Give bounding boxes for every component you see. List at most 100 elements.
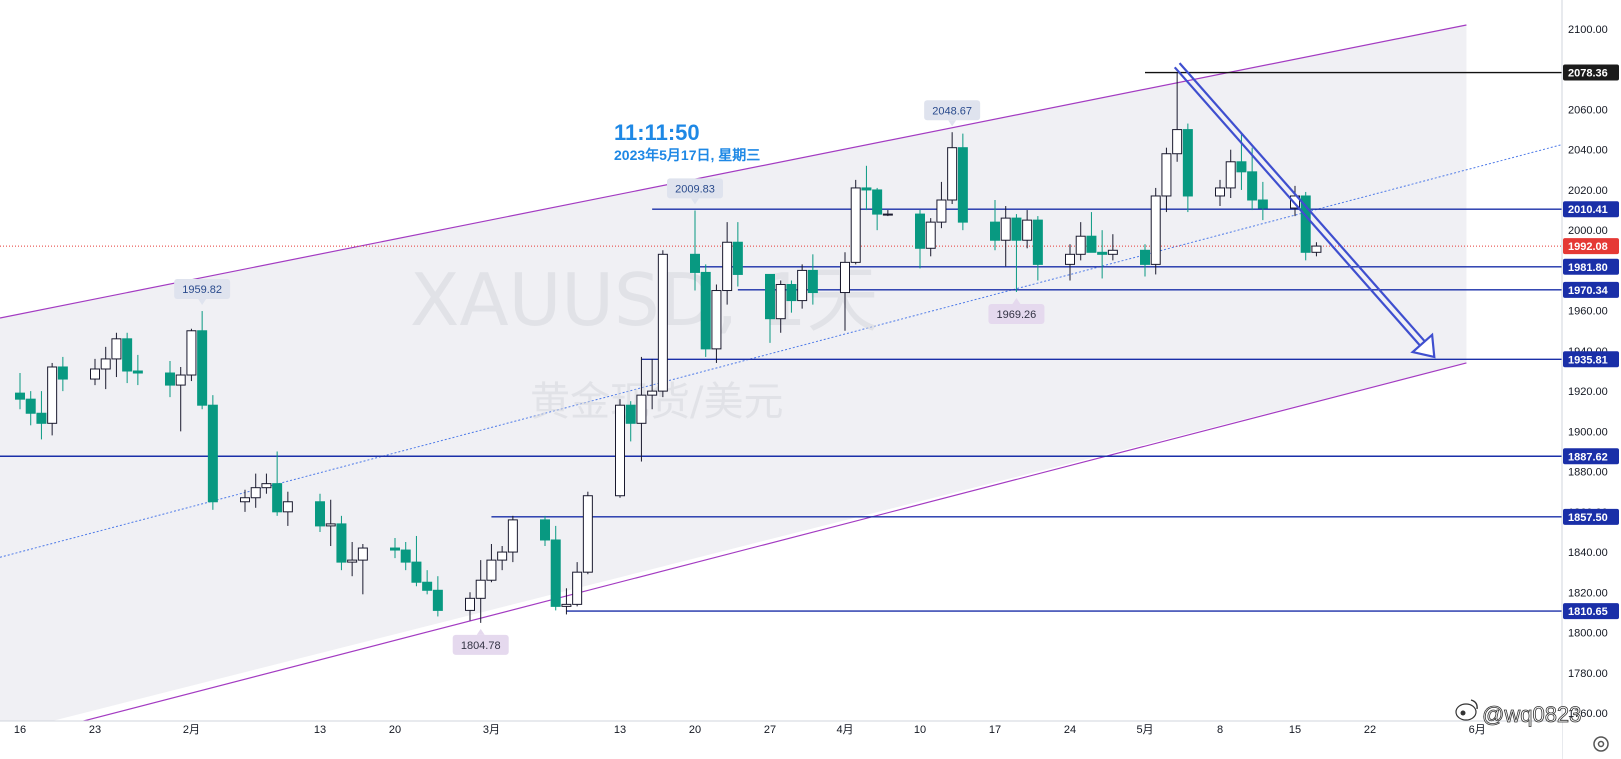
candle[interactable] [497,546,508,571]
candle[interactable] [1311,242,1322,257]
candle[interactable] [1215,179,1225,207]
candle[interactable] [925,218,936,257]
candle[interactable] [797,264,808,309]
candles-layer[interactable] [0,72,1322,623]
candle[interactable] [165,360,175,398]
candle-body [240,497,250,503]
candle[interactable] [561,588,572,615]
candle[interactable] [1290,185,1300,217]
candle[interactable] [15,373,25,410]
candle[interactable] [690,210,700,291]
candle[interactable] [647,358,658,410]
candle[interactable] [465,592,475,621]
candle[interactable] [700,264,711,357]
candle-body [207,404,218,503]
candle[interactable] [111,332,122,378]
candle[interactable] [636,356,647,462]
candle[interactable] [625,401,636,442]
candle[interactable] [947,132,958,205]
candle[interactable] [315,493,325,532]
candle[interactable] [786,280,797,313]
candle[interactable] [1086,212,1097,253]
candle[interactable] [1011,214,1022,292]
candle[interactable] [1161,147,1172,213]
candle[interactable] [872,187,883,231]
candle[interactable] [1150,187,1161,275]
time-tick-label: 17 [989,724,1001,736]
candle[interactable] [882,210,893,217]
candle[interactable] [390,537,400,559]
candle[interactable] [186,328,197,382]
candle[interactable] [507,515,518,563]
candle[interactable] [207,395,218,510]
candle[interactable] [1097,230,1108,279]
candle[interactable] [1000,206,1011,267]
candle[interactable] [1172,72,1183,162]
candle[interactable] [357,544,368,595]
candle[interactable] [990,200,1000,251]
candle[interactable] [1300,191,1311,261]
candle[interactable] [100,346,111,390]
candle[interactable] [582,491,593,575]
candle[interactable] [722,222,733,305]
candle[interactable] [807,254,818,305]
candle[interactable] [261,473,272,494]
price-annotation: 1969.26 [988,298,1045,325]
candle[interactable] [347,542,358,577]
candle[interactable] [1107,234,1118,261]
candle[interactable] [411,535,422,587]
candle[interactable] [732,222,743,287]
candle[interactable] [432,576,443,617]
candle[interactable] [175,366,186,432]
candle[interactable] [1022,210,1033,249]
candle[interactable] [197,311,208,410]
candle[interactable] [250,473,261,508]
candle[interactable] [550,525,561,611]
price-axis[interactable]: 1760.001780.001800.001820.001840.001860.… [1561,0,1621,759]
candle[interactable] [422,570,433,595]
candle[interactable] [657,250,668,398]
candle[interactable] [572,562,583,607]
candle[interactable] [957,133,968,231]
annotation-pointer [691,198,699,205]
candle[interactable] [615,399,625,498]
candle[interactable] [915,210,925,269]
candle[interactable] [850,179,861,265]
candle[interactable] [1065,244,1075,281]
candle[interactable] [282,491,293,526]
channel-upper-line [0,24,1467,319]
candle[interactable] [1075,222,1086,261]
time-axis[interactable]: 16 23 2月 13 20 3月 13 20 27 4月 10 17 24 5月 8 15 22 6月 [0,720,1562,759]
candle[interactable] [47,362,58,436]
candle[interactable] [57,356,68,392]
candle[interactable] [861,165,872,211]
candle[interactable] [1182,123,1193,213]
candle[interactable] [775,280,786,333]
candle[interactable] [400,542,411,571]
candle[interactable] [240,489,250,512]
candle[interactable] [1140,244,1150,277]
candle[interactable] [540,515,550,547]
candle[interactable] [336,515,347,571]
candle-body [925,221,936,249]
candle[interactable] [272,451,283,516]
candle[interactable] [765,273,775,343]
candle[interactable] [936,181,947,229]
candle[interactable] [486,544,497,583]
candle[interactable] [1257,181,1268,221]
candle[interactable] [25,391,36,426]
candle[interactable] [1225,149,1236,198]
candle[interactable] [1032,216,1043,281]
candle[interactable] [325,499,336,547]
candle[interactable] [840,252,850,331]
candle[interactable] [475,560,486,623]
candle[interactable] [122,332,133,384]
gear-icon[interactable] [1593,736,1609,752]
candle[interactable] [90,358,100,386]
time-tick-label: 16 [14,724,26,736]
candle[interactable] [711,284,722,363]
candle[interactable] [36,391,47,440]
candle[interactable] [1247,147,1258,211]
candle[interactable] [132,354,143,386]
